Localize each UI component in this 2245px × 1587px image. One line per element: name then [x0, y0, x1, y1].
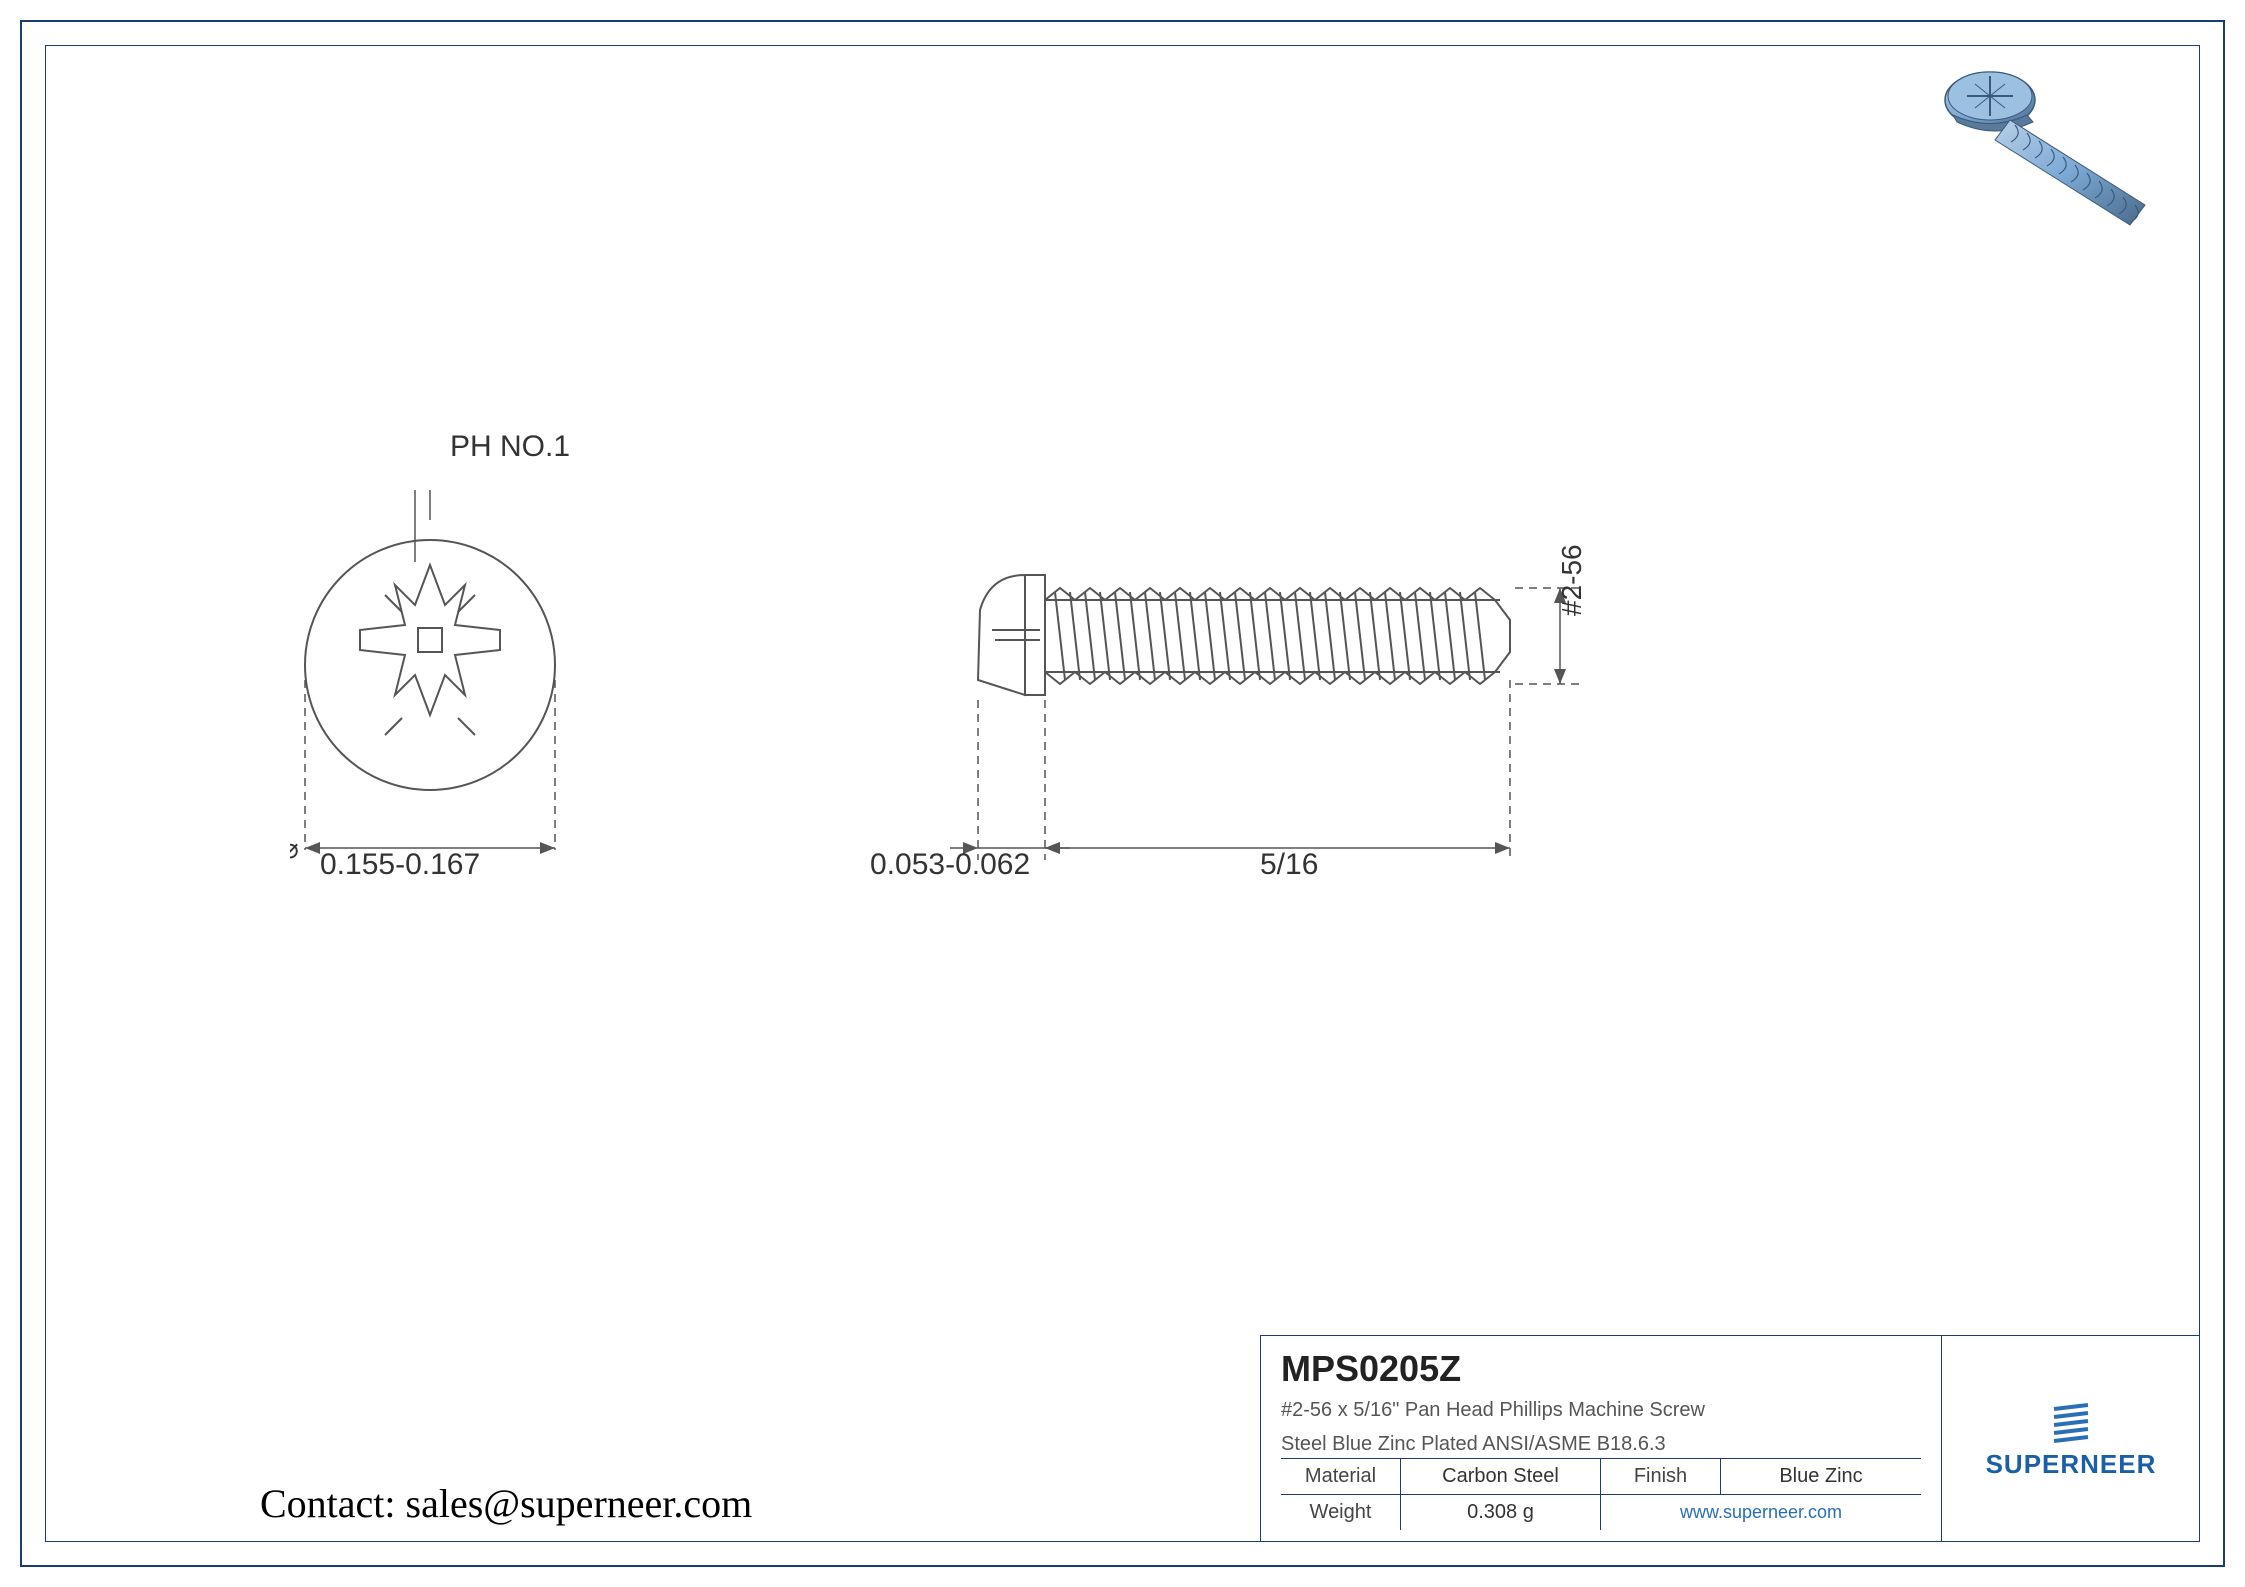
company-logo: SUPERNEER [1941, 1336, 2200, 1542]
shaft-length-dimension: 5/16 [1260, 848, 1318, 882]
weight-value: 0.308 g [1401, 1495, 1601, 1530]
part-number: MPS0205Z [1281, 1348, 1921, 1390]
isometric-screw-view [1935, 60, 2175, 240]
top-view: ⌀ [290, 490, 570, 890]
finish-label: Finish [1601, 1459, 1721, 1494]
material-label: Material [1281, 1459, 1401, 1494]
head-height-dimension: 0.053-0.062 [870, 848, 1030, 882]
company-url: www.superneer.com [1601, 1495, 1921, 1530]
title-block: MPS0205Z #2-56 x 5/16" Pan Head Phillips… [1260, 1335, 2200, 1542]
part-description-1: #2-56 x 5/16" Pan Head Phillips Machine … [1281, 1396, 1921, 1424]
thread-spec-dimension: #2-56 [1556, 544, 1588, 616]
diameter-dimension: 0.155-0.167 [320, 848, 480, 882]
part-description-2: Steel Blue Zinc Plated ANSI/ASME B18.6.3 [1281, 1430, 1921, 1458]
svg-text:⌀: ⌀ [290, 833, 299, 864]
weight-label: Weight [1281, 1495, 1401, 1530]
drive-type-label: PH NO.1 [450, 430, 570, 464]
material-value: Carbon Steel [1401, 1459, 1601, 1494]
logo-icon [2046, 1399, 2096, 1449]
contact-watermark: Contact: sales@superneer.com [260, 1480, 752, 1527]
side-view [860, 500, 1640, 900]
logo-text: SUPERNEER [1986, 1449, 2157, 1480]
finish-value: Blue Zinc [1721, 1459, 1921, 1494]
